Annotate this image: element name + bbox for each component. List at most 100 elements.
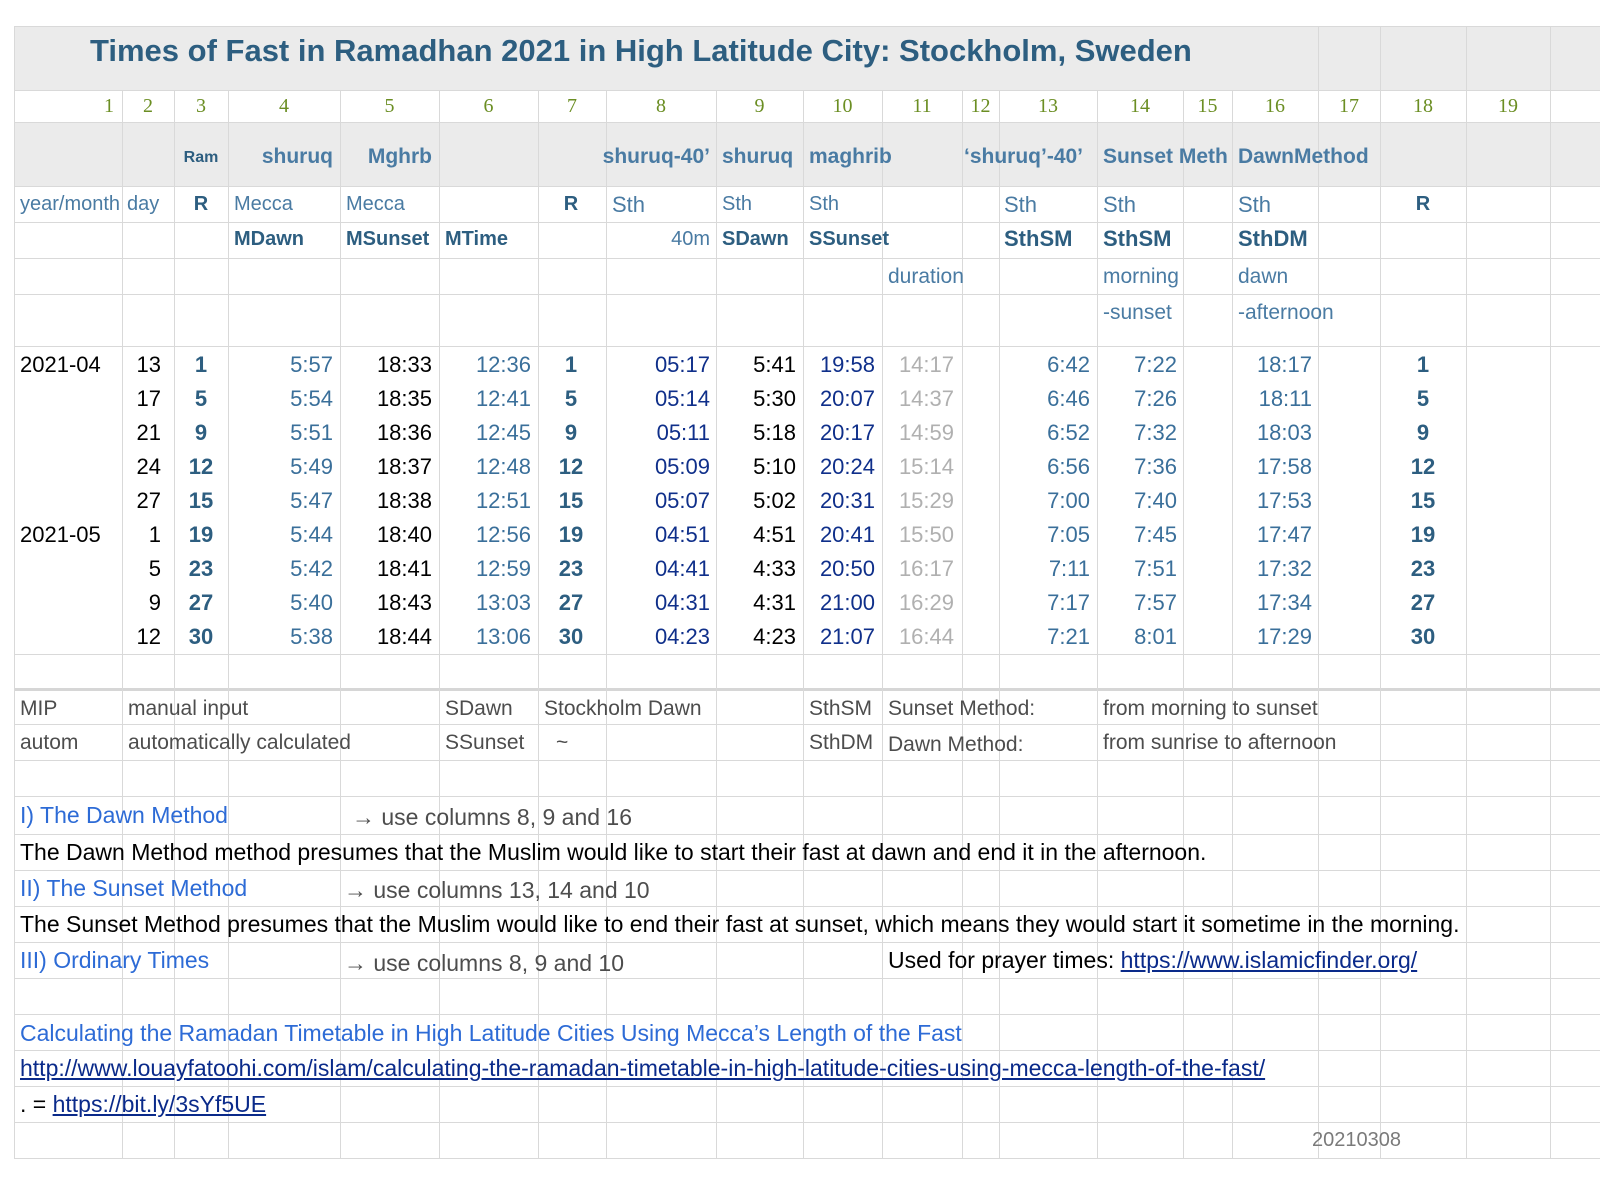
cell-mdawn: 5:57 xyxy=(290,352,333,377)
cell-mtime: 12:51 xyxy=(475,488,531,513)
cell-c10: 20:31 xyxy=(819,488,875,513)
hdr-afternoon: -afternoon xyxy=(1238,301,1334,324)
cell-c8: 04:51 xyxy=(654,522,710,547)
dawn-method-description: The Dawn Method method presumes that the… xyxy=(20,839,1207,865)
gridline-h xyxy=(14,870,1600,871)
cell-c13: 7:00 xyxy=(1047,488,1090,513)
cell-mdawn: 5:38 xyxy=(290,624,333,649)
short-link-prefix: . = xyxy=(20,1091,53,1117)
article-url-link[interactable]: http://www.louayfatoohi.com/islam/calcul… xyxy=(20,1055,1266,1081)
gridline-v xyxy=(538,90,539,1158)
cell-r2: 5 xyxy=(564,386,578,411)
cell-c14: 7:36 xyxy=(1134,454,1177,479)
gridline-h xyxy=(14,1122,1600,1123)
legend-sthsm: SthSM xyxy=(809,697,873,720)
cell-mtime: 13:03 xyxy=(475,590,531,615)
short-url-link[interactable]: https://bit.ly/3sYf5UE xyxy=(52,1091,267,1117)
cell-r2: 9 xyxy=(564,420,578,445)
gridline-h xyxy=(14,346,1600,347)
column-number-7: 7 xyxy=(567,95,577,117)
column-number-15: 15 xyxy=(1197,95,1218,117)
cell-day: 5 xyxy=(148,556,161,581)
hdr-sunset-method: Sunset Meth xyxy=(1103,146,1228,167)
hdr-morning: morning xyxy=(1103,265,1179,288)
gridline-h xyxy=(14,122,1600,123)
hdr-sthsm-13: SthSM xyxy=(1004,226,1073,251)
column-number-4: 4 xyxy=(279,95,289,117)
cell-mdawn: 5:51 xyxy=(290,420,333,445)
hdr-mtime: MTime xyxy=(445,228,508,250)
page-title: Times of Fast in Ramadhan 2021 in High L… xyxy=(90,33,1192,68)
hdr-shuruq-mecca: shuruq xyxy=(261,145,333,168)
cell-msunset: 18:40 xyxy=(376,522,432,547)
article-title-link[interactable]: Calculating the Ramadan Timetable in Hig… xyxy=(20,1020,962,1046)
cell-c9: 5:30 xyxy=(753,386,796,411)
cell-r: 15 xyxy=(188,488,214,513)
cell-c8: 04:23 xyxy=(654,624,710,649)
hdr-shuruq-40-quoted: ‘shuruq’-40’ xyxy=(964,145,1084,168)
cell-c10: 20:07 xyxy=(819,386,875,411)
cell-msunset: 18:36 xyxy=(376,420,432,445)
gridline-h xyxy=(14,294,1600,295)
prayer-times-label: Used for prayer times: xyxy=(888,947,1121,973)
legend-tilde: ~ xyxy=(556,731,569,754)
hdr-day: day xyxy=(127,193,160,215)
gridline-v xyxy=(882,90,883,1158)
cell-mdawn: 5:44 xyxy=(290,522,333,547)
hdr-shuruq-40: shuruq-40’ xyxy=(602,145,710,168)
column-number-18: 18 xyxy=(1413,95,1433,117)
hdr-dawn-method: DawnMethod xyxy=(1238,145,1369,168)
gridline-v xyxy=(716,90,717,1158)
cell-mtime: 12:56 xyxy=(475,522,531,547)
gridline-v xyxy=(606,90,607,1158)
hdr-mecca-2: Mecca xyxy=(346,193,405,215)
gridline-v xyxy=(1097,90,1098,1158)
cell-day: 21 xyxy=(136,420,161,445)
cell-r: 12 xyxy=(188,454,214,479)
cell-c13: 6:52 xyxy=(1047,420,1090,445)
cell-r: 5 xyxy=(194,386,208,411)
cell-c16: 18:17 xyxy=(1256,352,1312,377)
gridline-v xyxy=(439,90,440,1158)
cell-c8: 05:17 xyxy=(654,352,710,377)
ordinary-times-columns: → use columns 8, 9 and 10 xyxy=(344,950,624,976)
hdr-r-2: R xyxy=(563,193,579,215)
hdr-sth-14: Sth xyxy=(1103,192,1137,217)
hdr-maghrib: maghrib xyxy=(809,145,892,168)
cell-c10: 20:17 xyxy=(819,420,875,445)
gridline-h xyxy=(14,1086,1600,1087)
gridline-h xyxy=(14,1014,1600,1015)
cell-c11: 15:14 xyxy=(898,454,954,479)
legend-sunrise-to-afternoon: from sunrise to afternoon xyxy=(1103,731,1337,754)
hdr-sunset-suffix: -sunset xyxy=(1103,301,1172,324)
cell-mdawn: 5:42 xyxy=(290,556,333,581)
cell-c13: 6:42 xyxy=(1047,352,1090,377)
cell-c14: 7:22 xyxy=(1134,352,1177,377)
title-band xyxy=(14,26,1600,90)
legend-ssunset: SSunset xyxy=(445,731,525,754)
cell-day: 13 xyxy=(136,352,161,377)
hdr-sth-13: Sth xyxy=(1004,192,1038,217)
gridline-v xyxy=(1466,26,1467,1158)
sunset-method-description: The Sunset Method presumes that the Musl… xyxy=(20,911,1460,937)
cell-msunset: 18:37 xyxy=(376,454,432,479)
islamicfinder-link[interactable]: https://www.islamicfinder.org/ xyxy=(1120,947,1418,973)
column-number-2: 2 xyxy=(143,95,153,117)
cell-mdawn: 5:49 xyxy=(290,454,333,479)
cell-c14: 7:45 xyxy=(1134,522,1177,547)
cell-r2: 23 xyxy=(558,556,584,581)
hdr-year-month: year/month xyxy=(20,193,121,215)
gridline-v xyxy=(174,90,175,1158)
cell-mdawn: 5:54 xyxy=(290,386,333,411)
gridline-h xyxy=(14,834,1600,835)
cell-c16: 17:58 xyxy=(1256,454,1312,479)
cell-c8: 04:31 xyxy=(654,590,710,615)
gridline-v xyxy=(1550,26,1551,1158)
cell-c8: 04:41 xyxy=(654,556,710,581)
gridline-v xyxy=(340,90,341,1158)
gridline-v xyxy=(1318,26,1319,1158)
cell-c9: 4:23 xyxy=(753,624,796,649)
cell-r3: 12 xyxy=(1410,454,1436,479)
